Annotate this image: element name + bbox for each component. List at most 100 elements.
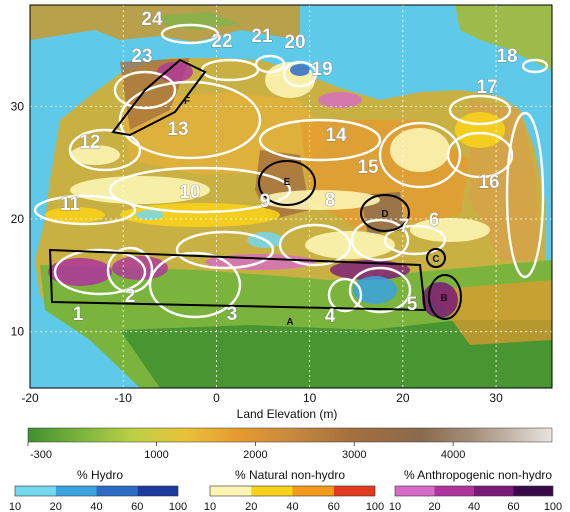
colorbar-tick-label: 100	[366, 501, 384, 512]
elevation-tick-label: 4000	[441, 449, 465, 461]
region-label-24: 24	[141, 9, 163, 30]
region-d-outline	[360, 194, 410, 232]
hydro-colorbar-title: % Hydro	[77, 468, 123, 482]
x-tick-label: 20	[396, 391, 410, 405]
region-outlines-white	[33, 23, 549, 319]
color-segment	[395, 486, 435, 496]
colorbar-frame	[14, 485, 179, 497]
elevation-colorbar-title: Land Elevation (m)	[237, 407, 338, 421]
region-letter-f: F	[184, 96, 190, 107]
color-segment	[251, 486, 293, 496]
region-letter-a: A	[286, 317, 293, 328]
region-label-21: 21	[251, 26, 273, 47]
x-tick-label: 10	[303, 391, 317, 405]
anthropogenic-colorbar-swatches	[394, 485, 554, 497]
hydro-colorbar: % Hydro 10 20 40 60 100	[9, 468, 187, 512]
color-segment	[96, 486, 138, 496]
region-label-23: 23	[131, 46, 152, 67]
southern-vegetation	[120, 320, 552, 388]
region-e-outline	[258, 160, 316, 206]
colorbar-tick-label: 40	[468, 501, 480, 512]
hydro-colorbar-ticks: 10 20 40 60 100	[9, 501, 187, 512]
colorbar-frame	[209, 485, 376, 497]
elevation-tick-label: 1000	[144, 449, 168, 461]
region-label-9: 9	[260, 191, 271, 212]
region-label-14: 14	[325, 125, 347, 146]
y-tick-label: 20	[11, 212, 25, 226]
region-letter-d: D	[381, 209, 388, 220]
region-letter-b: B	[440, 293, 447, 304]
elevation-colorbar-ticks: -300 1000 2000 3000 4000	[27, 442, 465, 461]
natural-colorbar-swatches	[209, 485, 376, 497]
region-label-20: 20	[284, 32, 305, 53]
colorbar-frame	[394, 485, 554, 497]
elevation-colorbar-gradient	[27, 427, 553, 443]
region-b-outline	[428, 274, 462, 320]
x-tick-label: -10	[115, 391, 133, 405]
elevation-tick-label: 3000	[342, 449, 366, 461]
region-label-17: 17	[476, 77, 497, 98]
colorbar-tick-label: 60	[131, 501, 143, 512]
region-label-7: 7	[399, 216, 410, 237]
region-label-4: 4	[325, 306, 336, 327]
natural-colorbar-ticks: 10 20 40 60 100	[204, 501, 384, 512]
color-segment	[474, 486, 514, 496]
anthropogenic-colorbar: % Anthropogenic non-hydro 10 20 40 60 100	[389, 468, 562, 512]
region-label-19: 19	[311, 59, 332, 80]
x-tick-label: 0	[213, 391, 220, 405]
colorbar-tick-label: 60	[507, 501, 519, 512]
colorbar-tick-label: 60	[328, 501, 340, 512]
x-tick-label: -20	[21, 391, 39, 405]
colorbar-tick-label: 20	[50, 501, 62, 512]
region-label-10: 10	[179, 182, 200, 203]
region-label-3: 3	[227, 304, 238, 325]
y-tick-label: 10	[11, 325, 25, 339]
region-outlines-black	[48, 58, 462, 320]
color-segment	[333, 486, 375, 496]
colorbar-tick-label: 100	[544, 501, 562, 512]
elevation-colorbar: Land Elevation (m) -300 1000 2000 3000 4000	[27, 407, 553, 461]
region-label-11: 11	[60, 194, 81, 215]
color-segment	[137, 486, 178, 496]
natural-colorbar-title: % Natural non-hydro	[235, 468, 345, 482]
region-c-outline	[426, 248, 446, 268]
region-letter-labels: A B C D E F	[184, 96, 448, 328]
color-segment	[55, 486, 97, 496]
anthropogenic-colorbar-ticks: 10 20 40 60 100	[389, 501, 562, 512]
longitude-tick-labels: -20 -10 0 10 20 30	[21, 391, 503, 405]
natural-colorbar: % Natural non-hydro 10 20 40 60 100	[204, 468, 384, 512]
region-label-12: 12	[79, 132, 100, 153]
x-tick-label: 30	[489, 391, 503, 405]
turkey-land	[455, 5, 552, 70]
region-label-13: 13	[167, 119, 188, 140]
region-label-1: 1	[73, 304, 84, 325]
region-label-15: 15	[357, 157, 379, 178]
region-label-5: 5	[407, 294, 418, 315]
colorbar-tick-label: 10	[204, 501, 216, 512]
region-label-16: 16	[478, 172, 499, 193]
latitude-tick-labels: 30 20 10	[11, 99, 25, 338]
elevation-tick-label: -300	[30, 449, 52, 461]
color-segment	[292, 486, 334, 496]
color-segment	[210, 486, 252, 496]
region-label-6: 6	[429, 210, 440, 231]
region-label-2: 2	[125, 286, 136, 307]
region-label-8: 8	[325, 190, 336, 211]
colorbar-tick-label: 20	[428, 501, 440, 512]
map-frame	[29, 4, 553, 389]
region-label-18: 18	[496, 46, 517, 67]
colorbar-tick-label: 40	[286, 501, 298, 512]
colorbar-tick-label: 40	[90, 501, 102, 512]
colorbar-tick-label: 10	[389, 501, 401, 512]
elevation-tick-label: 2000	[243, 449, 267, 461]
color-segment	[513, 486, 553, 496]
hydro-colorbar-swatches	[14, 485, 179, 497]
colorbar-tick-label: 20	[245, 501, 257, 512]
region-a-outline	[48, 248, 427, 312]
region-letter-e: E	[284, 177, 291, 188]
region-f-outline	[111, 58, 207, 137]
colorbar-tick-label: 100	[169, 501, 187, 512]
